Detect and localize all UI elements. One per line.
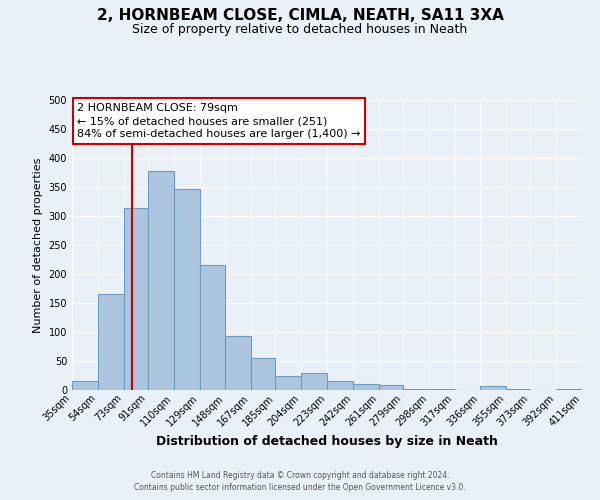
Text: Distribution of detached houses by size in Neath: Distribution of detached houses by size … xyxy=(156,435,498,448)
Bar xyxy=(72,382,98,390)
Text: Size of property relative to detached houses in Neath: Size of property relative to detached ho… xyxy=(133,22,467,36)
Text: 2, HORNBEAM CLOSE, CIMLA, NEATH, SA11 3XA: 2, HORNBEAM CLOSE, CIMLA, NEATH, SA11 3X… xyxy=(97,8,503,22)
Bar xyxy=(174,190,199,390)
Bar xyxy=(251,358,275,390)
Bar xyxy=(301,373,327,390)
Bar xyxy=(225,336,251,390)
Bar xyxy=(327,382,353,390)
Bar xyxy=(148,171,174,390)
Text: 2 HORNBEAM CLOSE: 79sqm
← 15% of detached houses are smaller (251)
84% of semi-d: 2 HORNBEAM CLOSE: 79sqm ← 15% of detache… xyxy=(77,103,361,140)
Bar xyxy=(379,386,403,390)
Bar xyxy=(480,386,506,390)
Text: Contains public sector information licensed under the Open Government Licence v3: Contains public sector information licen… xyxy=(134,484,466,492)
Bar xyxy=(98,294,124,390)
Text: Contains HM Land Registry data © Crown copyright and database right 2024.: Contains HM Land Registry data © Crown c… xyxy=(151,471,449,480)
Bar xyxy=(275,376,301,390)
Bar xyxy=(200,266,225,390)
Y-axis label: Number of detached properties: Number of detached properties xyxy=(33,158,43,332)
Bar xyxy=(353,384,379,390)
Bar xyxy=(403,389,429,390)
Bar xyxy=(124,208,148,390)
